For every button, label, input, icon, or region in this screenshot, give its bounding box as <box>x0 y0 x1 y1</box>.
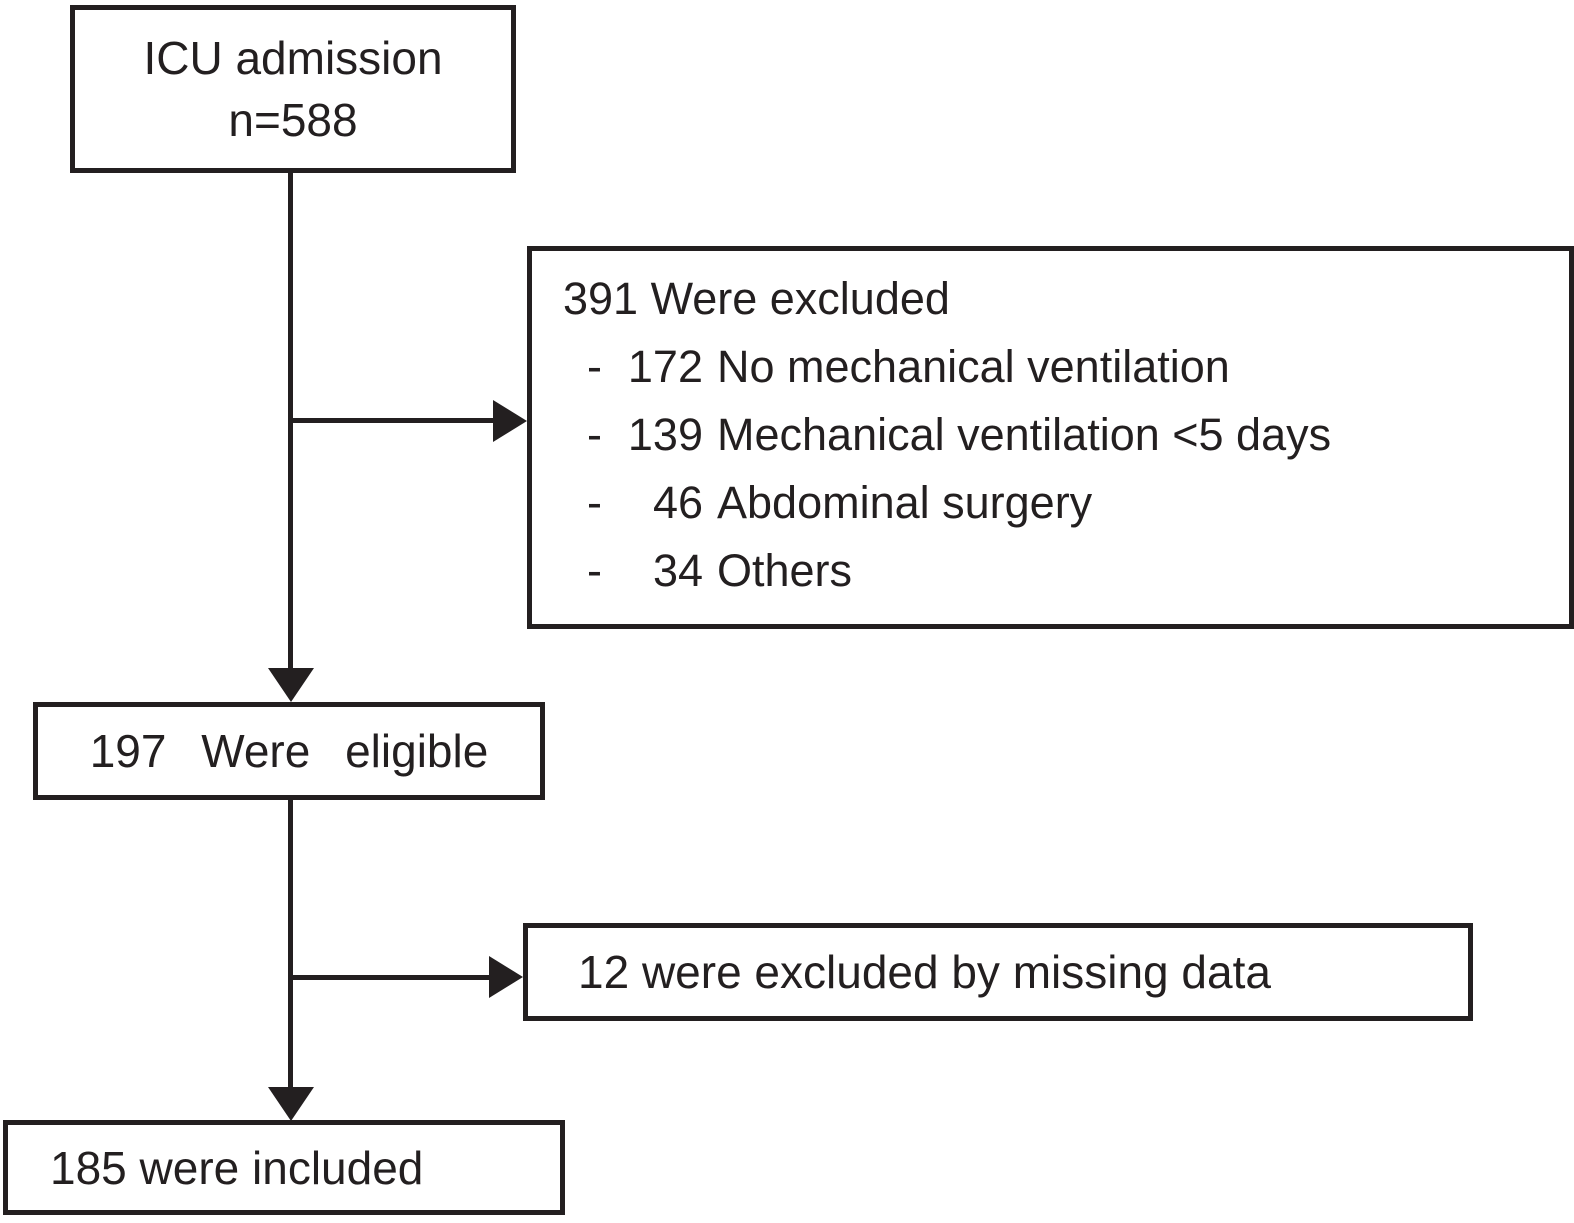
connector-branch-to-excluded <box>291 418 493 423</box>
excluded-header: 391 Were excluded <box>563 273 950 324</box>
excluded-item: - 46 Abdominal surgery <box>587 469 1559 537</box>
box-eligible: 197 Were eligible <box>33 702 545 800</box>
excluded-item-dash: - <box>587 409 602 460</box>
excluded-item-dash: - <box>587 341 602 392</box>
arrowhead-right-icon <box>489 956 523 998</box>
excluded-item-count: 172 <box>627 341 703 392</box>
connector-eligible-to-included <box>288 798 293 1089</box>
excluded-item: - 139 Mechanical ventilation <5 days <box>587 401 1559 469</box>
icu-admission-label: ICU admission <box>143 32 443 84</box>
arrowhead-down-icon <box>268 1087 314 1121</box>
eligible-label: 197 Were eligible <box>89 725 489 777</box>
box-included: 185 were included <box>3 1120 565 1215</box>
excluded-item-label: No mechanical ventilation <box>717 341 1230 392</box>
connector-branch-to-missing-data <box>291 975 489 980</box>
box-icu-admission: ICU admission n=588 <box>70 5 516 173</box>
excluded-item-count: 46 <box>652 477 703 528</box>
box-excluded: 391 Were excluded - 172 No mechanical ve… <box>527 246 1574 629</box>
excluded-item: - 34 Others <box>587 537 1559 605</box>
excluded-item-dash: - <box>587 545 602 596</box>
excluded-item-dash: - <box>587 477 602 528</box>
excluded-item-count: 139 <box>627 409 703 460</box>
included-label: 185 were included <box>50 1141 424 1194</box>
excluded-item-label: Abdominal surgery <box>717 477 1093 528</box>
excluded-item-label: Others <box>717 545 853 596</box>
connector-icu-to-eligible <box>288 172 293 670</box>
box-excluded-missing-data: 12 were excluded by missing data <box>523 923 1473 1021</box>
excluded-item-label: Mechanical ventilation <5 days <box>717 409 1332 460</box>
missing-data-label: 12 were excluded by missing data <box>578 946 1271 998</box>
arrowhead-down-icon <box>268 668 314 702</box>
icu-admission-count: n=588 <box>228 94 358 146</box>
excluded-item-count: 34 <box>652 545 703 596</box>
excluded-item: - 172 No mechanical ventilation <box>587 333 1559 401</box>
arrowhead-right-icon <box>493 400 527 442</box>
